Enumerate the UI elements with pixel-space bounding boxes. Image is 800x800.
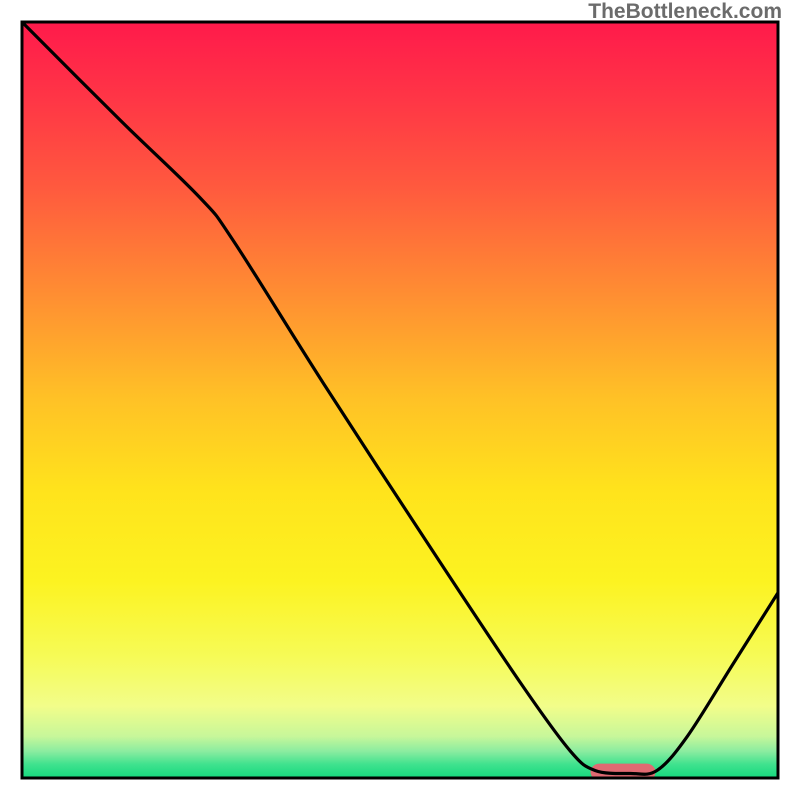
bottleneck-chart: TheBottleneck.com [0,0,800,800]
chart-svg [0,0,800,800]
